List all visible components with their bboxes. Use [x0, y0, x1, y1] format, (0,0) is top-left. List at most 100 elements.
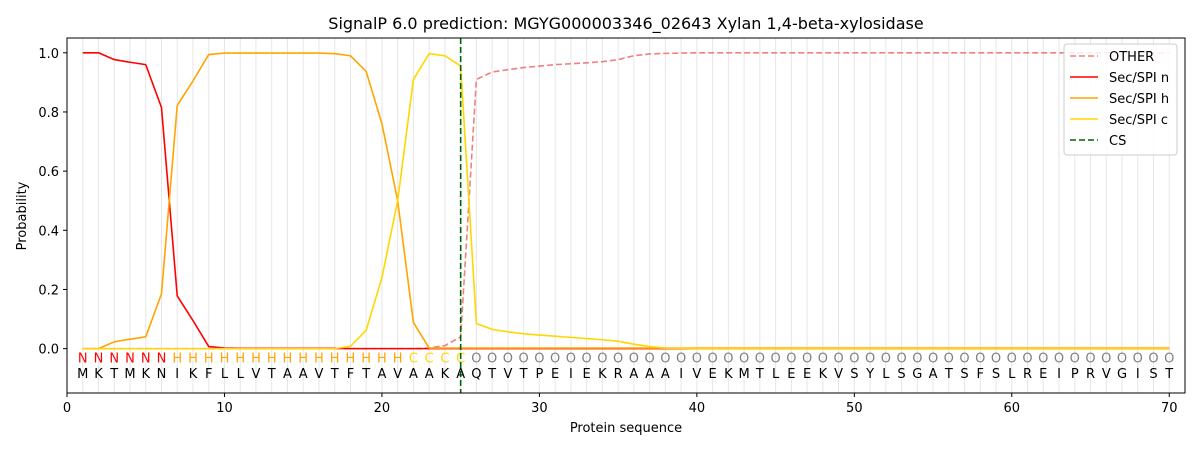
region-label: H [283, 352, 293, 367]
x-tick-label: 10 [216, 401, 233, 416]
residue-letter: A [629, 367, 638, 382]
region-label: O [818, 352, 828, 367]
region-label: O [1038, 352, 1048, 367]
residue-letter: R [1023, 367, 1032, 382]
residue-letter: Q [471, 367, 481, 382]
residue-letter: T [519, 367, 528, 382]
residue-letter: N [157, 367, 167, 382]
x-axis-label: Protein sequence [570, 421, 682, 436]
x-tick-label: 40 [689, 401, 706, 416]
residue-letter: V [314, 367, 323, 382]
residue-letter: M [738, 367, 749, 382]
x-tick-label: 60 [1004, 401, 1021, 416]
legend-label: Sec/SPI c [1109, 113, 1168, 128]
series-layer [82, 51, 1170, 350]
region-label: N [109, 352, 119, 367]
region-label: O [692, 352, 702, 367]
region-label: C [440, 352, 449, 367]
residue-letter: T [487, 367, 496, 382]
region-label: O [802, 352, 812, 367]
residue-letter: A [283, 367, 292, 382]
x-tick-label: 70 [1161, 401, 1178, 416]
region-label: O [1022, 352, 1032, 367]
residue-letter: I [1057, 367, 1061, 382]
region-label: H [346, 352, 356, 367]
region-label: H [188, 352, 198, 367]
region-label: N [157, 352, 167, 367]
residue-letter: A [377, 367, 386, 382]
region-label: O [503, 352, 513, 367]
residue-letter: E [708, 367, 716, 382]
sequence-layer: NMNKNTNMNKNNHIHKHFHLHLHVHTHAHAHVHTHFHTHA… [77, 352, 1174, 383]
region-label: H [377, 352, 387, 367]
region-label: C [409, 352, 418, 367]
residue-letter: K [141, 367, 150, 382]
y-tick-label: 0.6 [38, 165, 59, 180]
region-label: O [1007, 352, 1017, 367]
region-label: O [881, 352, 891, 367]
region-label: O [1148, 352, 1158, 367]
residue-letter: S [1149, 367, 1157, 382]
region-label: O [912, 352, 922, 367]
region-label: H [251, 352, 261, 367]
residue-letter: T [109, 367, 118, 382]
region-label: O [786, 352, 796, 367]
residue-letter: I [175, 367, 179, 382]
residue-letter: T [1164, 367, 1173, 382]
residue-letter: A [409, 367, 418, 382]
residue-letter: A [929, 367, 938, 382]
residue-letter: K [819, 367, 828, 382]
region-label: O [582, 352, 592, 367]
residue-letter: F [205, 367, 212, 382]
x-tick-label: 30 [531, 401, 548, 416]
series-line [82, 52, 1170, 350]
region-label: O [959, 352, 969, 367]
residue-letter: I [679, 367, 683, 382]
y-tick-label: 0.0 [38, 343, 59, 358]
region-label: O [1054, 352, 1064, 367]
residue-letter: K [94, 367, 103, 382]
residue-letter: E [803, 367, 811, 382]
residue-letter: E [551, 367, 559, 382]
grid-layer [82, 38, 1170, 393]
residue-letter: T [944, 367, 953, 382]
legend-label: Sec/SPI h [1109, 92, 1169, 107]
residue-letter: V [834, 367, 843, 382]
region-label: O [629, 352, 639, 367]
residue-letter: F [977, 367, 984, 382]
region-label: H [314, 352, 324, 367]
residue-letter: A [645, 367, 654, 382]
region-label: C [425, 352, 434, 367]
region-label: O [975, 352, 985, 367]
residue-letter: E [1039, 367, 1047, 382]
residue-letter: T [361, 367, 370, 382]
x-tick-label: 50 [846, 401, 863, 416]
tick-layer: 0 10 20 30 40 50 60 70 0.0 0.2 0.4 0.6 0.8 1.0 [38, 47, 1177, 416]
residue-letter: K [441, 367, 450, 382]
region-label: O [849, 352, 859, 367]
y-tick-label: 0.4 [38, 224, 59, 239]
region-label: O [1117, 352, 1127, 367]
region-label: H [330, 352, 340, 367]
region-label: O [928, 352, 938, 367]
region-label: N [125, 352, 135, 367]
region-label: O [519, 352, 529, 367]
residue-letter: P [1071, 367, 1079, 382]
residue-letter: F [347, 367, 354, 382]
region-label: O [723, 352, 733, 367]
residue-letter: G [912, 367, 922, 382]
series-line [82, 51, 1170, 350]
y-tick-label: 0.8 [38, 106, 59, 121]
y-axis-label: Probability [15, 181, 30, 250]
region-label: N [94, 352, 104, 367]
region-label: O [1070, 352, 1080, 367]
residue-letter: V [393, 367, 402, 382]
residue-letter: A [299, 367, 308, 382]
residue-letter: L [772, 367, 780, 382]
region-label: O [1085, 352, 1095, 367]
residue-letter: P [535, 367, 543, 382]
residue-letter: S [992, 367, 1000, 382]
residue-letter: L [882, 367, 890, 382]
residue-letter: T [330, 367, 339, 382]
